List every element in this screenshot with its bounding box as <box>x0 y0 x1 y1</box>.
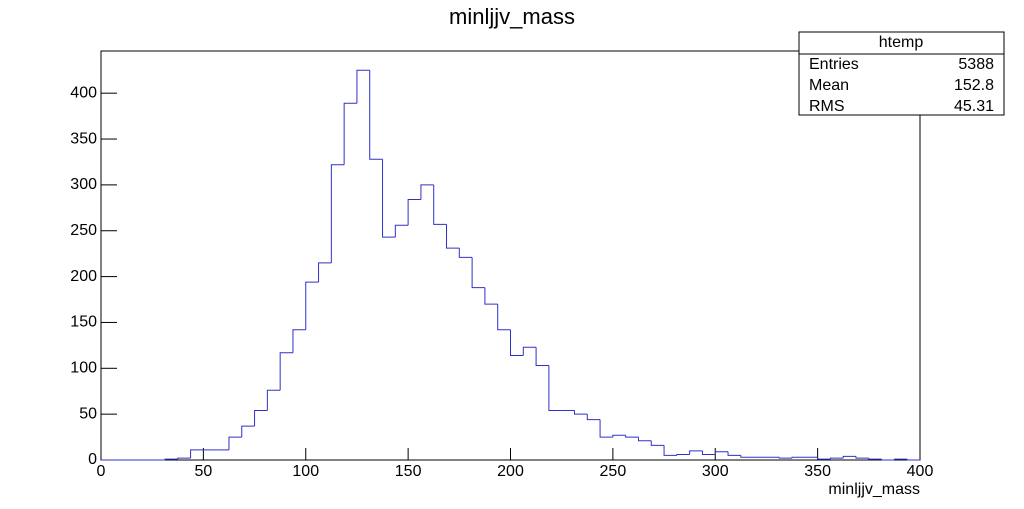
histogram-bin <box>279 352 293 391</box>
y-tick-label: 250 <box>70 222 97 239</box>
histogram-bin <box>612 434 626 438</box>
histogram-bin <box>305 281 319 330</box>
histogram-bin <box>177 457 191 460</box>
stats-value: 152.8 <box>954 77 994 94</box>
histogram-bin <box>343 102 357 165</box>
histogram-bin <box>637 437 652 442</box>
stats-box: htemp Entries 5388 Mean 152.8 RMS 45.31 <box>798 31 1005 116</box>
histogram-bin <box>906 459 920 461</box>
histogram-bin <box>510 329 524 356</box>
histogram-bin <box>433 184 447 225</box>
histogram-bin <box>241 425 255 438</box>
histogram-bin <box>330 164 345 263</box>
histogram-bin <box>164 458 178 460</box>
histogram-bin <box>676 453 690 456</box>
stats-label: Mean <box>809 77 849 94</box>
histogram-bin <box>740 455 754 458</box>
stats-label: RMS <box>809 98 845 115</box>
stats-frame <box>798 31 1005 116</box>
histogram-bin <box>727 451 741 456</box>
histogram-bin <box>650 440 665 446</box>
x-tick-label: 50 <box>194 463 212 480</box>
y-tick-label: 350 <box>70 130 97 147</box>
histogram-bin <box>420 184 434 200</box>
histogram-bin <box>573 410 588 415</box>
y-tick-label: 150 <box>70 314 97 331</box>
histogram-bin <box>663 445 677 456</box>
stats-value: 45.31 <box>954 98 994 115</box>
x-axis-label: minljjv_mass <box>828 481 920 498</box>
histogram-bin <box>458 248 473 258</box>
histogram-bin <box>548 365 562 411</box>
histogram-bin <box>369 70 383 160</box>
histogram-bin <box>893 458 908 460</box>
histogram-bin <box>471 257 485 289</box>
histogram-bin <box>689 450 703 455</box>
y-tick-label: 50 <box>79 405 97 422</box>
histogram-bin <box>778 457 793 459</box>
y-tick-label: 300 <box>70 176 97 193</box>
histogram-bin <box>356 69 370 104</box>
histogram-bin <box>382 159 396 238</box>
histogram-bin <box>292 329 306 353</box>
y-tick-label: 100 <box>70 360 97 377</box>
histogram-bin <box>407 199 421 226</box>
histogram-bin <box>881 459 895 461</box>
histogram-bin <box>817 457 831 460</box>
histogram-bin <box>842 455 857 459</box>
histogram-bin <box>446 224 460 249</box>
x-tick-label: 100 <box>292 463 319 480</box>
histogram-bin <box>701 450 716 455</box>
x-tick-label: 350 <box>804 463 831 480</box>
x-tick-label: 250 <box>600 463 627 480</box>
histogram-bin <box>394 224 409 238</box>
histogram-bin <box>497 304 511 331</box>
histogram-bin <box>266 389 281 411</box>
histogram-bin <box>484 287 498 305</box>
stats-value: 5388 <box>958 56 994 73</box>
histogram-bin <box>625 435 639 438</box>
histogram-bin <box>522 346 537 356</box>
histogram-bin <box>228 436 242 450</box>
histogram-bin <box>855 456 869 459</box>
histogram-bin <box>318 262 332 283</box>
histogram-bin <box>868 458 882 460</box>
x-tick-label: 300 <box>702 463 729 480</box>
histogram-bin <box>586 414 601 421</box>
stats-label: Entries <box>809 56 859 73</box>
x-tick-label: 400 <box>907 463 934 480</box>
y-tick-label: 200 <box>70 268 97 285</box>
histogram-bin <box>190 449 204 459</box>
x-tick-label: 0 <box>97 463 106 480</box>
histogram-bin <box>714 451 729 455</box>
stats-title: htemp <box>879 34 924 51</box>
histogram-bin <box>599 419 613 438</box>
chart-title: minljjv_mass <box>449 4 575 29</box>
x-tick-label: 150 <box>395 463 422 480</box>
plot-frame <box>100 50 921 461</box>
histogram-bin <box>829 457 844 460</box>
histogram-bin <box>535 347 549 367</box>
y-tick-label: 0 <box>88 451 97 468</box>
x-tick-label: 200 <box>497 463 524 480</box>
y-tick-label: 400 <box>70 84 97 101</box>
histogram-bin <box>254 409 268 427</box>
histogram-bin <box>791 456 805 459</box>
